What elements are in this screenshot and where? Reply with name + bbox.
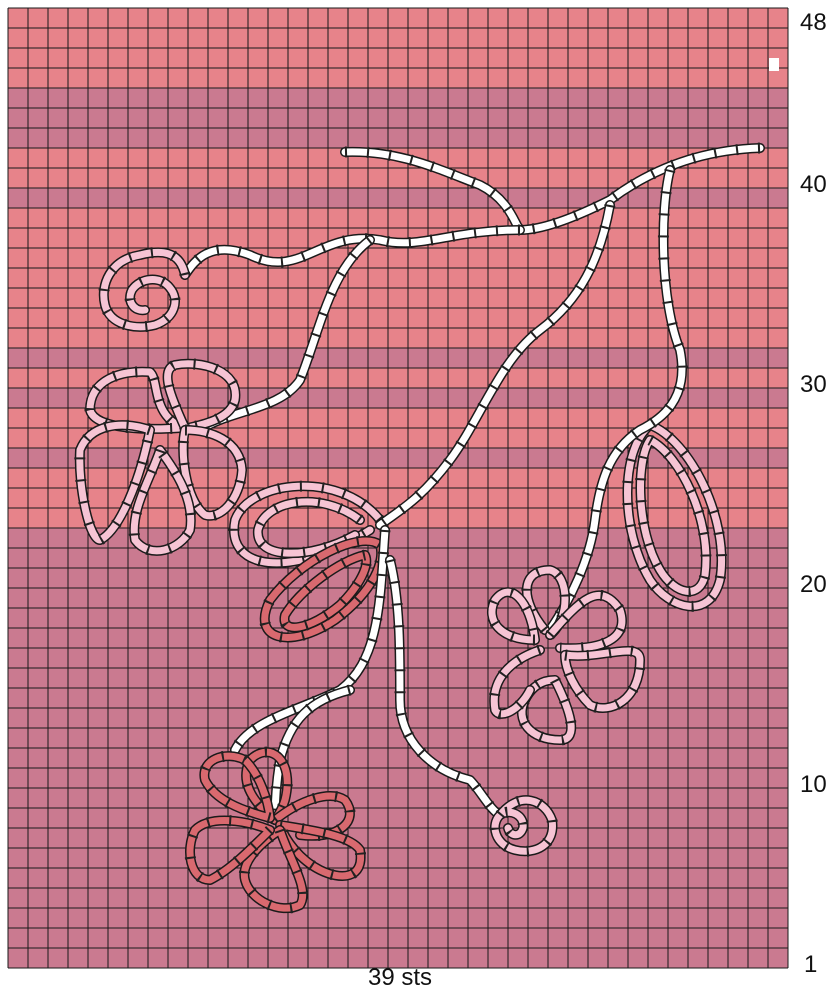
stem-top-right (515, 142, 765, 236)
flower-tl-petal-5 (74, 419, 156, 546)
spiral-top-left (98, 246, 191, 333)
leaf-right-inner (635, 435, 712, 597)
flower-tl-petal-2 (162, 358, 241, 434)
flower-bl-petal-5-fill (186, 817, 274, 884)
row-number-labels: 48 40 30 20 10 1 (800, 9, 827, 978)
stem-left-flower (195, 235, 375, 435)
flower-r-petal-3-stitches (559, 645, 646, 714)
stem-diagonal-stitches (376, 204, 616, 530)
flower-r-petal-2-fill (546, 591, 626, 652)
flower-bl-petal-6 (198, 750, 276, 824)
spiral-bottom-fill (491, 796, 556, 855)
flower-tl-petal-5-fill (76, 421, 154, 544)
stripe-rows-31-31 (8, 348, 788, 368)
flower-r-petal-4 (516, 674, 577, 746)
flower-bl-petal-3-fill (276, 821, 365, 880)
stripe-rows-30-30 (8, 368, 788, 388)
leaf-upper-inner (252, 496, 365, 559)
flower-tl-petal-4-fill (130, 446, 195, 555)
stem-to-spiral (384, 555, 505, 820)
flower-r-petal-6 (486, 586, 541, 646)
flower-r-petal-4-fill (518, 676, 575, 744)
stripe-rows-26-26 (8, 448, 788, 468)
stem-top-left (180, 224, 525, 280)
stem-diagonal (375, 200, 616, 530)
leaf-lower-outer (259, 535, 387, 643)
row-label-48: 48 (800, 9, 827, 36)
leaf-right-outer (622, 419, 727, 612)
stem-right-down (545, 165, 688, 635)
row-label-20: 20 (800, 571, 827, 598)
stem-top-branch-fill (341, 148, 524, 234)
white-marker (769, 58, 779, 71)
stem-to-spiral-fill (386, 556, 504, 819)
leaf-right-outer-fill (624, 421, 725, 610)
leaf-lower-inner-fill (281, 551, 370, 631)
stripe-rows-29-29 (8, 388, 788, 408)
stitch-count-footer: 39 sts (367, 964, 433, 991)
flower-tl-petal-4 (128, 445, 197, 557)
leaf-upper-inner-fill (254, 498, 364, 557)
spiral-bottom (489, 794, 558, 857)
stripe-rows-42-44 (8, 88, 788, 148)
flower-tl-petal-3 (177, 424, 248, 522)
flower-r-petal-5 (488, 644, 545, 720)
row-label-10: 10 (800, 771, 827, 798)
stem-top-right-stitches (519, 142, 761, 236)
row-label-40: 40 (800, 171, 827, 198)
leaf-lower-outer-stitches (259, 535, 387, 643)
flower-tl-petal-3-fill (179, 426, 246, 520)
flower-r-petal-3 (559, 645, 646, 714)
stem-left-flower-stitches (196, 235, 374, 435)
flower-bl-petal-5 (184, 815, 275, 886)
stem-right-down-fill (546, 166, 686, 634)
leaf-right-inner-stitches (635, 435, 712, 597)
row-label-1: 1 (804, 951, 817, 978)
spiral-top-left-fill (100, 248, 189, 331)
flower-bl-petal-6-fill (200, 752, 274, 822)
flower-r-petal-5-stitches (488, 644, 542, 720)
leaf-upper-outer (228, 480, 385, 569)
flower-bl-petal-3 (274, 819, 367, 882)
leaf-lower-inner (279, 549, 372, 633)
applique-motif (74, 142, 765, 914)
leaf-upper-outer-fill (230, 482, 384, 567)
stem-top-branch (340, 146, 525, 235)
flower-r-petal-6-fill (488, 588, 539, 644)
flower-tl-petal-2-stitches (162, 358, 241, 434)
flower-r-petal-2 (545, 589, 628, 654)
stem-top-left-stitches (180, 224, 521, 279)
row-label-30: 30 (800, 371, 827, 398)
